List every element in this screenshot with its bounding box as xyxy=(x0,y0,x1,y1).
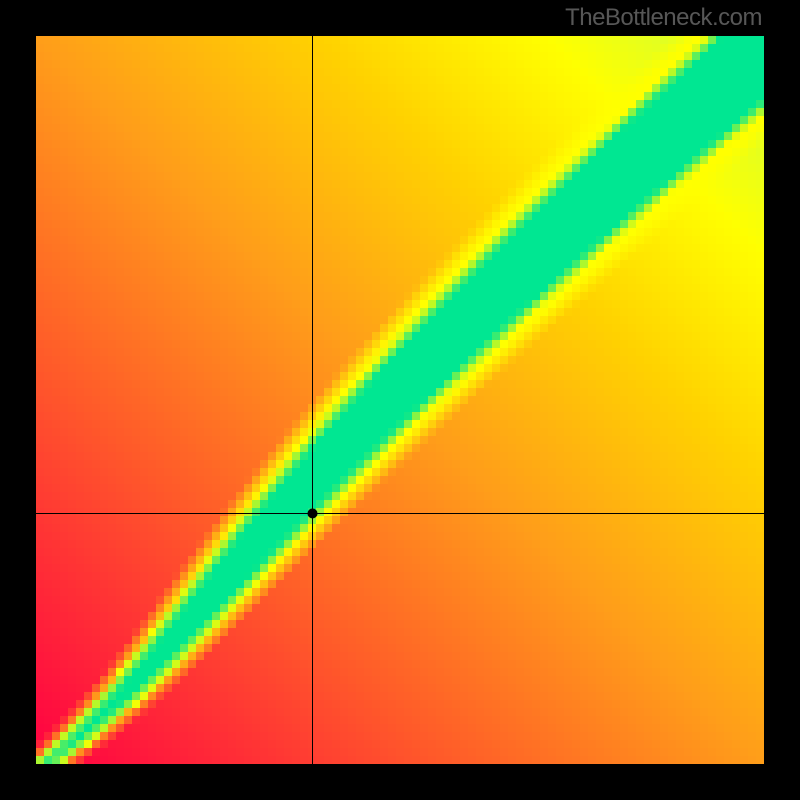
plot-area xyxy=(36,36,764,764)
watermark-text: TheBottleneck.com xyxy=(565,4,762,32)
heatmap-canvas xyxy=(36,36,764,764)
chart-frame: TheBottleneck.com xyxy=(0,0,800,800)
